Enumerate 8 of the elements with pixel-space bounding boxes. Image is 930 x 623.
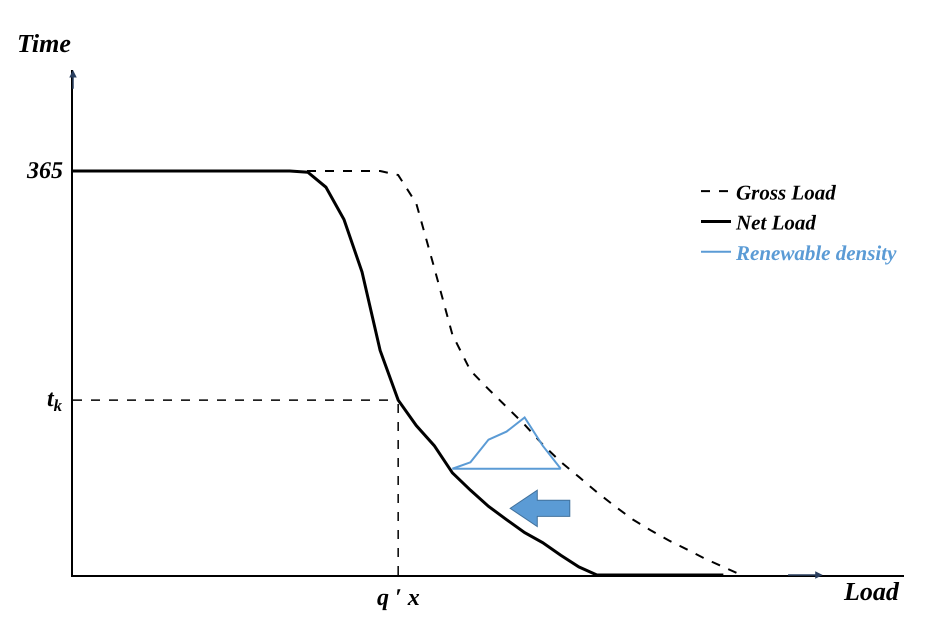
x-axis-title: Load (843, 577, 900, 606)
text: q ′ x (377, 585, 420, 611)
y-axis-title: Time (17, 29, 71, 58)
legend-label: Gross Load (736, 180, 836, 204)
legend-label: Net Load (735, 210, 816, 235)
legend-label: Renewable density (735, 240, 898, 265)
text: 365 (26, 158, 63, 184)
ref-line-label: t$_{k}$ (47, 386, 63, 416)
